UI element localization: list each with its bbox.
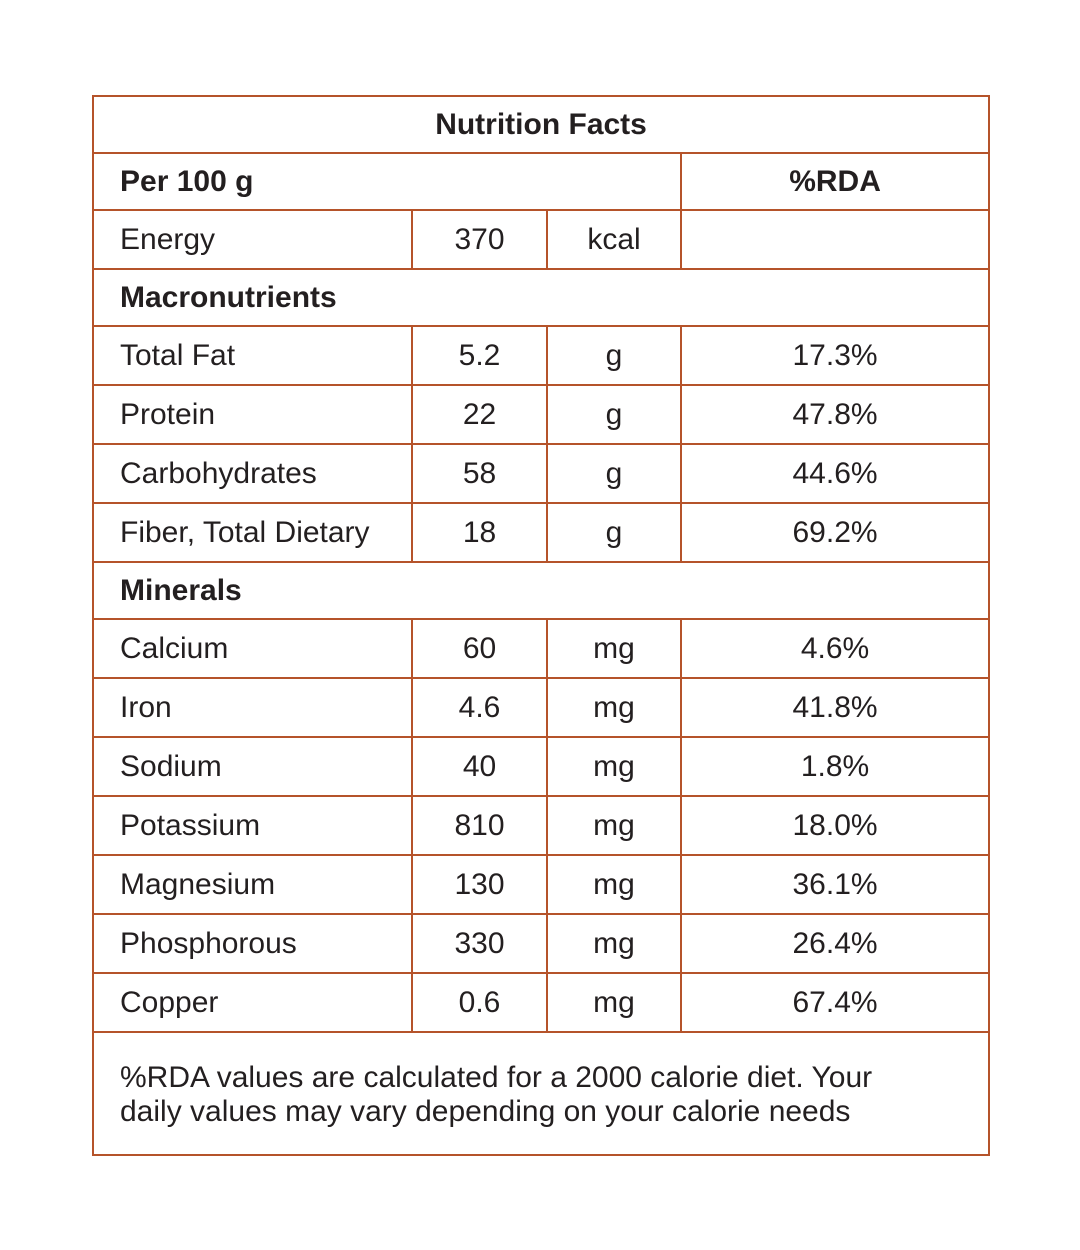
amount: 4.6 [411,677,548,738]
unit: mg [546,795,682,856]
unit: mg [546,677,682,738]
nutrient-name: Iron [92,677,413,738]
nutrient-row: Magnesium 130 mg 36.1% [92,854,991,915]
nutrient-row: Protein 22 g 47.8% [92,384,991,445]
energy-row: Energy 370 kcal [92,209,991,270]
header-row: Per 100 g %RDA [92,152,991,211]
rda: 4.6% [679,618,991,679]
amount: 0.6 [411,972,548,1033]
rda: 41.8% [679,677,991,738]
nutrient-name: Copper [92,972,413,1033]
rda: 67.4% [679,972,991,1033]
unit: mg [546,854,682,915]
rda-empty [679,209,991,270]
unit: mg [546,618,682,679]
amount: 330 [411,913,548,974]
amount: 22 [411,384,548,445]
rda: 47.8% [679,384,991,445]
nutrient-row: Calcium 60 mg 4.6% [92,618,991,679]
rda-header: %RDA [679,152,991,211]
rda: 44.6% [679,443,991,504]
table-body: Nutrition Facts Per 100 g %RDA Energy 37… [91,95,991,1156]
amount: 60 [411,618,548,679]
amount: 40 [411,736,548,797]
unit: mg [546,913,682,974]
nutrient-name: Fiber, Total Dietary [92,502,413,563]
nutrient-name: Sodium [92,736,413,797]
nutrient-name: Protein [92,384,413,445]
nutrient-row: Copper 0.6 mg 67.4% [92,972,991,1033]
nutrition-table: Nutrition Facts Per 100 g %RDA Energy 37… [91,95,991,1156]
rda: 26.4% [679,913,991,974]
unit: mg [546,972,682,1033]
footnote-line: %RDA values are calculated for a 2000 ca… [120,1061,873,1094]
unit: g [546,443,682,504]
rda: 18.0% [679,795,991,856]
nutrient-row: Carbohydrates 58 g 44.6% [92,443,991,504]
nutrient-row: Phosphorous 330 mg 26.4% [92,913,991,974]
nutrient-name: Potassium [92,795,413,856]
rda: 69.2% [679,502,991,563]
section-title: Minerals [91,561,991,620]
rda: 17.3% [679,325,991,386]
nutrient-row: Total Fat 5.2 g 17.3% [92,325,991,386]
table-title: Nutrition Facts [91,95,991,154]
basis: Per 100 g [92,152,682,211]
section-row: Macronutrients [91,268,991,327]
footnote-row: %RDA values are calculated for a 2000 ca… [91,1031,991,1156]
unit: kcal [546,209,682,270]
section-title: Macronutrients [91,268,991,327]
amount: 18 [411,502,548,563]
title-row: Nutrition Facts [91,95,991,154]
footnote-line: daily values may vary depending on your … [120,1095,851,1128]
unit: g [546,325,682,386]
nutrient-name: Carbohydrates [92,443,413,504]
amount: 58 [411,443,548,504]
amount: 130 [411,854,548,915]
rda: 36.1% [679,854,991,915]
unit: mg [546,736,682,797]
section-row: Minerals [91,561,991,620]
nutrient-name: Calcium [92,618,413,679]
unit: g [546,384,682,445]
amount: 810 [411,795,548,856]
nutrient-row: Potassium 810 mg 18.0% [92,795,991,856]
amount: 5.2 [411,325,548,386]
nutrient-name: Energy [92,209,413,270]
amount: 370 [411,209,548,270]
footnote: %RDA values are calculated for a 2000 ca… [91,1031,991,1156]
nutrient-row: Iron 4.6 mg 41.8% [92,677,991,738]
nutrient-row: Sodium 40 mg 1.8% [92,736,991,797]
unit: g [546,502,682,563]
nutrient-name: Phosphorous [92,913,413,974]
nutrient-name: Total Fat [92,325,413,386]
rda: 1.8% [679,736,991,797]
nutrient-name: Magnesium [92,854,413,915]
nutrient-row: Fiber, Total Dietary 18 g 69.2% [92,502,991,563]
